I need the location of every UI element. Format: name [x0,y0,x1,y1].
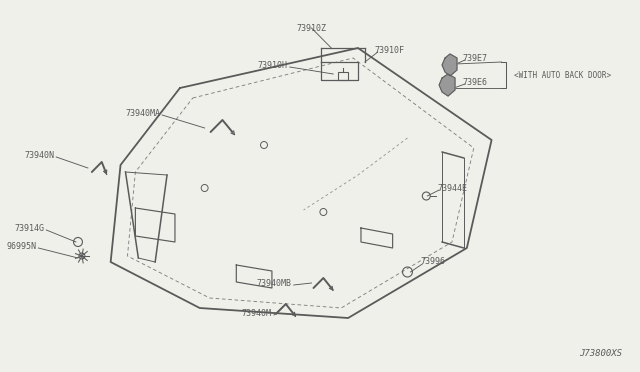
Text: 96995N: 96995N [6,241,36,250]
Text: 73940MB: 73940MB [257,279,292,288]
Text: 73940M: 73940M [242,308,272,317]
Text: 739E7: 739E7 [463,54,488,62]
Text: 73910Z: 73910Z [296,23,326,32]
Polygon shape [439,74,455,96]
Text: 73940MA: 73940MA [125,109,160,118]
Text: 73910H: 73910H [258,61,288,70]
Text: 73996: 73996 [420,257,445,266]
Polygon shape [442,54,457,76]
Bar [338,72,348,80]
Circle shape [79,253,85,259]
Text: 73940N: 73940N [24,151,54,160]
Text: <WITH AUTO BACK DOOR>: <WITH AUTO BACK DOOR> [515,71,611,80]
Text: 739E6: 739E6 [463,77,488,87]
Text: J73800XS: J73800XS [579,349,622,358]
Text: 73944E: 73944E [437,183,467,192]
Text: 73910F: 73910F [375,45,405,55]
Text: 73914G: 73914G [14,224,44,232]
